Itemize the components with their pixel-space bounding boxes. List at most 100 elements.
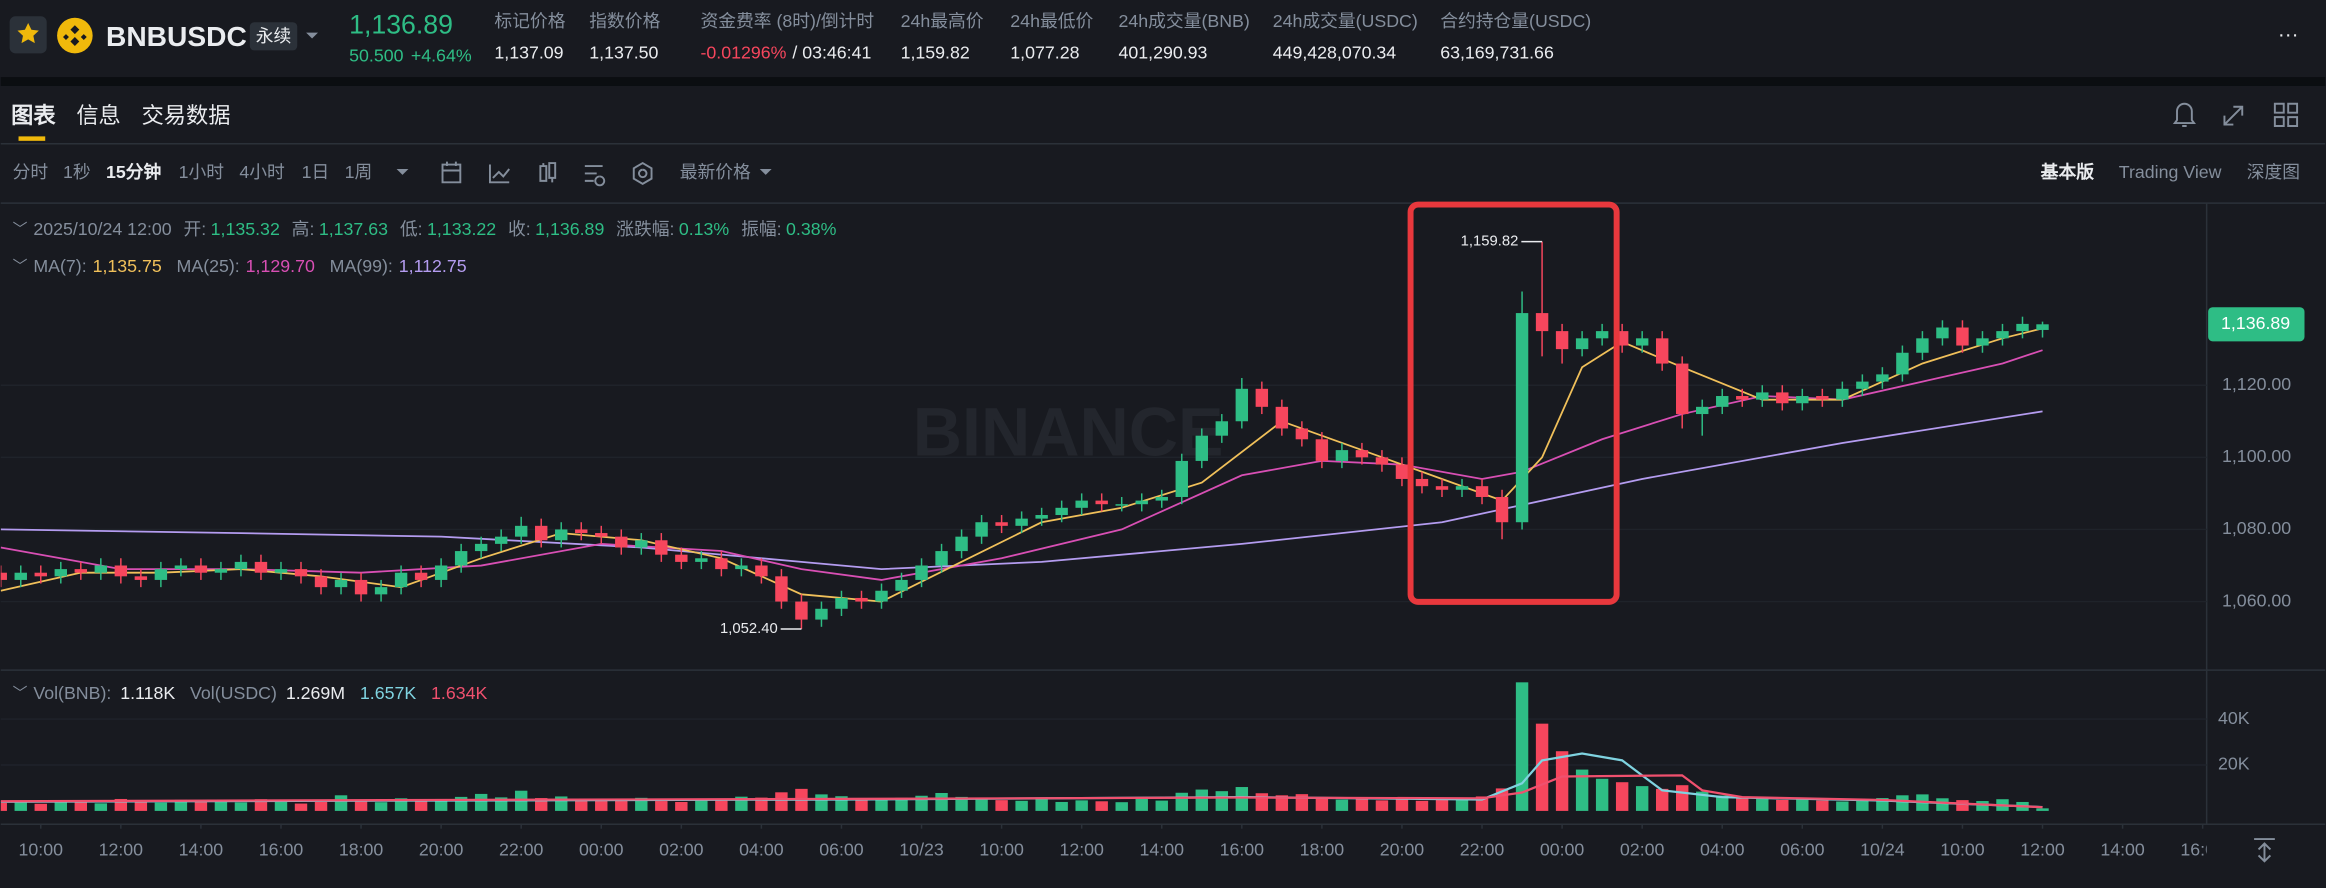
candle-body <box>1435 486 1449 490</box>
volume-bar <box>1255 793 1269 811</box>
candle-body <box>1015 518 1028 526</box>
stat-value: 1,137.09 <box>494 42 563 62</box>
candle-body <box>294 569 308 577</box>
symbol[interactable]: BNBUSDC <box>106 21 247 52</box>
candle-body <box>735 565 748 570</box>
more-menu[interactable]: ··· <box>2278 23 2299 46</box>
interval-option[interactable]: 1周 <box>345 162 373 182</box>
candle-body <box>615 536 628 548</box>
candle-body <box>795 601 808 620</box>
candle-body <box>414 572 428 580</box>
candle-body <box>2016 323 2029 332</box>
candle-body <box>1655 338 1669 364</box>
ma-name: MA(99): <box>330 256 393 276</box>
candle-body <box>1335 450 1349 461</box>
volume-bar <box>1435 799 1449 811</box>
interval-option[interactable]: 15分钟 <box>106 161 161 182</box>
interval-dropdown[interactable] <box>396 169 409 175</box>
volume-bar <box>855 798 868 811</box>
settings-icon[interactable] <box>632 161 653 185</box>
expand-icon[interactable] <box>2223 105 2244 126</box>
candle-body <box>1135 500 1148 505</box>
stat-label: 指数价格 <box>589 11 660 31</box>
stat-value-main: 1,137.09 <box>494 42 563 62</box>
volume-ma-line <box>0 774 2043 809</box>
indicator-icon[interactable] <box>488 164 510 184</box>
x-tick-label: 10/24 <box>1860 840 1905 860</box>
ma-value: 1,112.75 <box>399 256 467 276</box>
candle-body <box>2036 324 2049 330</box>
candle-body <box>895 579 908 591</box>
symbol-dropdown[interactable] <box>306 32 318 39</box>
view-option[interactable]: 深度图 <box>2247 162 2300 182</box>
view-option[interactable]: 基本版 <box>2040 161 2095 182</box>
volume-bar <box>615 799 628 811</box>
volume-ma-value: 1.634K <box>431 682 487 702</box>
stat-label: 24h成交量(USDC) <box>1273 11 1418 31</box>
x-tick-label: 22:00 <box>1460 840 1505 860</box>
y-tick-label: 1,120.00 <box>2222 374 2291 394</box>
volume-bar <box>1736 797 1749 811</box>
price-type-dropdown[interactable] <box>759 169 772 175</box>
collapse-arrow[interactable]: ﹀ <box>13 221 28 238</box>
volume-bar <box>1375 800 1389 811</box>
x-tick-label: 10:00 <box>1940 840 1985 860</box>
candle-body <box>174 565 188 570</box>
candle-body <box>0 572 7 580</box>
volume-bar <box>294 803 308 811</box>
candle-body <box>474 543 488 552</box>
volume-bar <box>434 798 448 811</box>
candle-body <box>314 576 328 588</box>
volume-bar <box>374 802 388 811</box>
candle-body <box>1215 421 1229 436</box>
candle-body <box>94 565 108 573</box>
price-type[interactable]: 最新价格 <box>680 162 751 182</box>
y-tick-label: 1,060.00 <box>2222 590 2291 610</box>
volume-bar <box>254 799 268 811</box>
layout-icon[interactable] <box>2273 102 2299 127</box>
candle-body <box>1195 435 1208 461</box>
volume-bar <box>1655 788 1669 811</box>
view-option[interactable]: Trading View <box>2119 162 2222 182</box>
settings-list-icon[interactable] <box>584 165 606 187</box>
candle-body <box>134 576 148 580</box>
interval-option[interactable]: 4小时 <box>239 162 285 182</box>
candle-body <box>1595 331 1609 339</box>
candle-type-icon[interactable] <box>539 162 557 183</box>
candle-body <box>1635 338 1649 346</box>
candle-body <box>1976 338 1989 346</box>
interval-option[interactable]: 1小时 <box>179 162 225 182</box>
collapse-arrow[interactable]: ﹀ <box>13 258 28 275</box>
candle-body <box>1956 327 1969 346</box>
volume-bar <box>474 793 488 811</box>
volume-bar <box>1135 798 1148 811</box>
tab[interactable]: 信息 <box>76 103 120 128</box>
candle-body <box>1936 327 1949 339</box>
ma-name: MA(7): <box>33 256 86 276</box>
interval-option[interactable]: 分时 <box>13 162 49 182</box>
volume-bar <box>54 802 68 811</box>
candle-body <box>1055 507 1068 516</box>
scale-reset-icon[interactable] <box>2254 838 2275 863</box>
tab[interactable]: 交易数据 <box>142 103 231 128</box>
candle-body <box>1475 486 1489 497</box>
interval-option[interactable]: 1秒 <box>63 162 91 182</box>
price-change: 50.500 +4.64% <box>349 45 472 65</box>
x-tick-label: 04:00 <box>1700 840 1745 860</box>
stat-value: 1,077.28 <box>1010 42 1079 62</box>
header-gap <box>0 77 2326 86</box>
volume-bar <box>755 797 768 811</box>
candle-body <box>1495 496 1509 523</box>
stat-value-main: 449,428,070.34 <box>1273 42 1397 62</box>
change: 50.500 <box>349 45 403 65</box>
tab[interactable]: 图表 <box>11 103 56 128</box>
volume-bar <box>214 801 228 811</box>
collapse-arrow[interactable]: ﹀ <box>13 685 28 702</box>
date-icon[interactable] <box>441 161 462 184</box>
candle-body <box>535 525 548 541</box>
interval-option[interactable]: 1日 <box>302 162 330 182</box>
x-tick-label: 12:00 <box>1059 840 1104 860</box>
candle-body <box>755 565 768 577</box>
alert-icon[interactable] <box>2172 102 2196 127</box>
